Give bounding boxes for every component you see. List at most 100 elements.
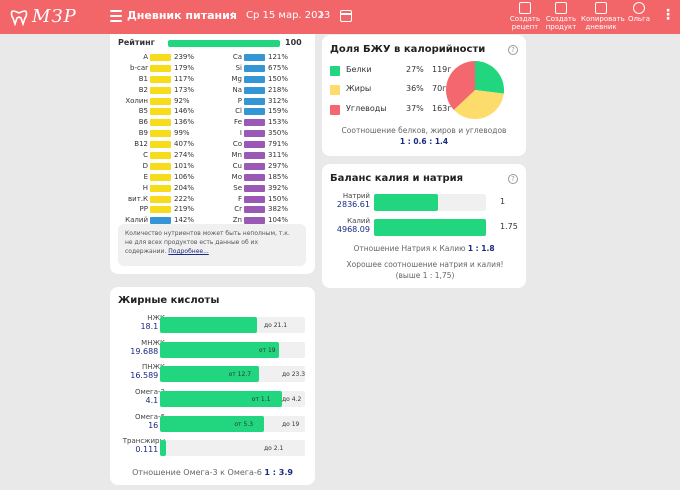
nutrients-note-text: Количество нутриентов может быть неполны… [125,230,290,255]
create-product-label: Создать продукт [545,15,577,31]
legend-percent: 27% [406,65,424,74]
sodium-label: Натрий [342,192,370,200]
nutrient-bar-track [150,130,188,138]
nutrient-name: B1 [138,74,148,83]
legend-grams: 119г [432,65,452,74]
nutrient-percent: 106% [174,172,195,181]
help-icon[interactable]: ? [508,45,518,55]
product-icon [555,2,567,14]
nutrient-name: H [142,183,148,192]
chevron-left-icon[interactable]: ‹ [229,7,235,23]
fatty-acid-name: Трансжиры [122,437,165,445]
nutrient-bar-track [244,152,282,160]
nutrient-bar-track [244,217,282,225]
rating-bar [168,40,280,47]
copy-diary-label: Копировать дневник [581,15,625,31]
nutrient-percent: 204% [174,183,195,192]
fatty-acid-label-block: НЖК 18.1 г [140,314,165,331]
fatty-acid-value: 4.1 г [145,396,165,405]
nutrient-name: Na [232,85,242,94]
nutrient-bar-track [244,75,282,83]
fatty-acid-label-block: ПНЖК 16.589 г [130,363,165,380]
nutrient-bar-track [150,206,188,214]
fatty-acid-bar [160,342,279,358]
nutrient-row: Cl 159% [212,106,304,117]
fatty-acid-min-note: от 12.7 [228,371,252,378]
nutrient-row: D 101% [118,161,210,172]
nutrient-row: PP 219% [118,204,210,215]
more-vertical-icon[interactable]: ⋮ [661,7,675,23]
fatty-acid-bar-track: до 2.1 [160,440,305,456]
nutrient-percent: 392% [268,183,289,192]
nutrient-bar [244,108,265,116]
nutrient-percent: 104% [268,216,289,225]
nutrient-bar-track [150,162,188,170]
fatty-acid-name: Омега-3 [134,388,165,396]
nutrient-row: Zn 104% [212,215,304,226]
nutrient-percent: 407% [174,140,195,149]
nutrient-bar [150,86,171,94]
nutrient-bar-track [150,141,188,149]
tooth-logo-icon [10,9,28,26]
fatty-acid-bar [160,366,259,382]
legend-swatch [330,105,340,115]
nutrient-row: Холин 92% [118,96,210,107]
sodium-row: Натрий 2836.61 1 [322,192,526,214]
nutrient-bar [150,195,171,203]
nutrient-bar [150,206,171,214]
nutrient-bar-track [150,152,188,160]
nutrient-bar-track [244,108,282,116]
logo[interactable]: МЗР [10,6,77,27]
nutrient-row: Mn 311% [212,150,304,161]
omega-ratio-label: Отношение Омега-3 к Омега-6 [132,468,262,477]
copy-icon [595,2,607,14]
fatty-acid-value: 18.1 г [140,322,165,331]
legend-swatch [330,66,340,76]
create-product-button[interactable]: Создать продукт [541,2,581,31]
current-date[interactable]: Ср 15 мар. 2023 [246,10,331,21]
nutrient-percent: 297% [268,161,289,170]
copy-diary-button[interactable]: Копировать дневник [581,2,625,31]
fatty-acid-bar [160,317,258,333]
nutrient-bar [150,119,171,127]
user-icon [633,2,645,14]
create-recipe-button[interactable]: Создать рецепт [505,2,545,31]
nutrient-percent: 675% [268,63,289,72]
hamburger-icon[interactable] [110,10,122,22]
legend-name: Белки [346,65,372,74]
nutrient-bar-track [150,75,188,83]
fatty-acid-name: ПНЖК [141,363,165,371]
nutrient-row: Cu 297% [212,161,304,172]
rating-label: Рейтинг [118,38,155,47]
potassium-sodium-card: Баланс калия и натрия ? Натрий 2836.61 1… [322,164,526,288]
fatty-acid-row: МНЖК 19.688 г от 19 [110,339,315,361]
page-title: Дневник питания [127,9,237,22]
help-icon[interactable]: ? [508,174,518,184]
nutrient-bar [150,173,171,181]
potassium-row: Калий 4968.09 1.75 [322,217,526,239]
nutrient-bar-track [244,195,282,203]
nutrient-row: E 106% [118,172,210,183]
nutrient-bar-track [244,97,282,105]
calendar-icon[interactable] [340,10,352,22]
nutrient-bar [244,97,265,105]
nutrient-name: B12 [134,140,148,149]
nutrient-bar [244,184,265,192]
nutrient-percent: 791% [268,140,289,149]
legend-percent: 37% [406,104,424,113]
chevron-right-icon[interactable]: › [319,7,325,23]
nutrient-name: C [143,151,148,160]
potassium-ratio-number: 1.75 [500,222,518,231]
nutrient-percent: 146% [174,107,195,116]
nutrient-name: F [237,194,242,203]
fatty-acid-note: до 21.1 [264,322,288,329]
legend-name: Углеводы [346,104,387,113]
nutrient-name: B2 [138,85,148,94]
more-info-link[interactable]: Подробнее... [168,248,209,255]
nutrients-card: Рейтинг 100 A 239% b-car 179% B1 117% B2 173% Хо… [110,34,315,274]
vitamins-column: A 239% b-car 179% B1 117% B2 173% Холин 92% B5 146%… [118,52,210,226]
nutrient-name: Cr [234,205,242,214]
fatty-acid-bar-track: до 21.1 [160,317,305,333]
pie-slice-2 [453,90,504,119]
user-menu-button[interactable]: Ольга [621,2,657,23]
